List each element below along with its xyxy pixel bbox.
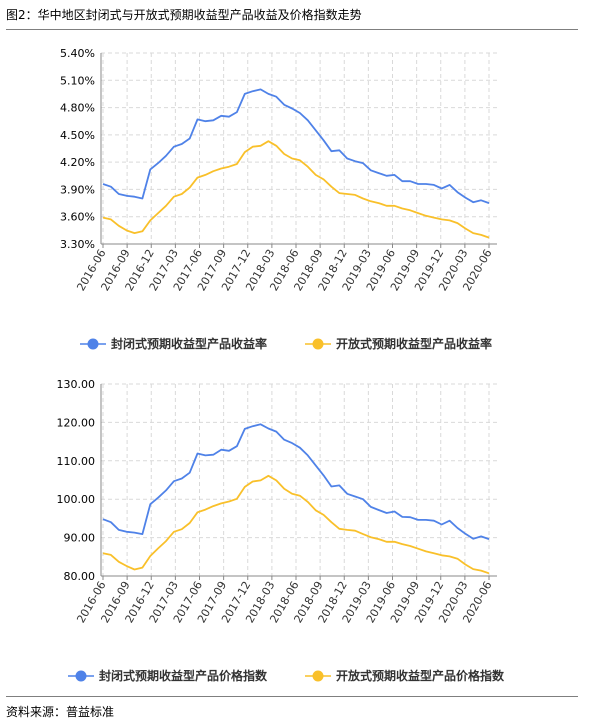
y-tick-label: 4.20% bbox=[60, 156, 95, 169]
source-note: 资料来源：普益标准 bbox=[6, 705, 115, 719]
series-line-open bbox=[102, 474, 490, 575]
legend-item-closed[interactable]: 封闭式预期收益型产品价格指数 bbox=[68, 668, 268, 683]
series-line-closed bbox=[102, 88, 490, 204]
y-tick-label: 5.40% bbox=[60, 47, 95, 60]
legend-item-closed[interactable]: 封闭式预期收益型产品收益率 bbox=[80, 336, 267, 351]
y-tick-label: 100.00 bbox=[57, 493, 96, 506]
series-line-open bbox=[102, 140, 490, 239]
y-tick-label: 3.60% bbox=[60, 211, 95, 224]
y-tick-label: 3.90% bbox=[60, 183, 95, 196]
y-tick-label: 130.00 bbox=[57, 378, 96, 391]
legend-label: 封闭式预期收益型产品价格指数 bbox=[99, 668, 268, 683]
y-tick-label: 80.00 bbox=[64, 570, 96, 583]
y-tick-label: 5.10% bbox=[60, 74, 95, 87]
y-tick-label: 4.50% bbox=[60, 129, 95, 142]
legend-marker bbox=[87, 338, 99, 350]
legend-item-open[interactable]: 开放式预期收益型产品收益率 bbox=[305, 336, 492, 351]
yield-chart: 3.30% 3.60% 3.90% 4.20% 4.50% 4.80% 5.10% 5.40%… bbox=[60, 47, 497, 351]
y-tick-label: 120.00 bbox=[57, 416, 96, 429]
y-tick-label: 90.00 bbox=[64, 532, 96, 545]
legend-label: 封闭式预期收益型产品收益率 bbox=[111, 336, 267, 351]
legend-label: 开放式预期收益型产品价格指数 bbox=[336, 668, 505, 683]
legend-item-open[interactable]: 开放式预期收益型产品价格指数 bbox=[305, 668, 505, 683]
y-tick-label: 4.80% bbox=[60, 102, 95, 115]
y-tick-label: 3.30% bbox=[60, 238, 95, 251]
legend-marker bbox=[312, 338, 324, 350]
legend-label: 开放式预期收益型产品收益率 bbox=[336, 336, 492, 351]
figure-frame bbox=[6, 29, 578, 697]
series-line-closed bbox=[102, 423, 490, 540]
y-tick-label: 110.00 bbox=[57, 455, 96, 468]
price-index-chart: 80.0090.00100.00110.00120.00130.002016-0… bbox=[57, 378, 506, 683]
legend-marker bbox=[75, 670, 87, 682]
legend-marker bbox=[312, 670, 324, 682]
figure-title: 图2：华中地区封闭式与开放式预期收益型产品收益及价格指数走势 bbox=[6, 8, 362, 22]
